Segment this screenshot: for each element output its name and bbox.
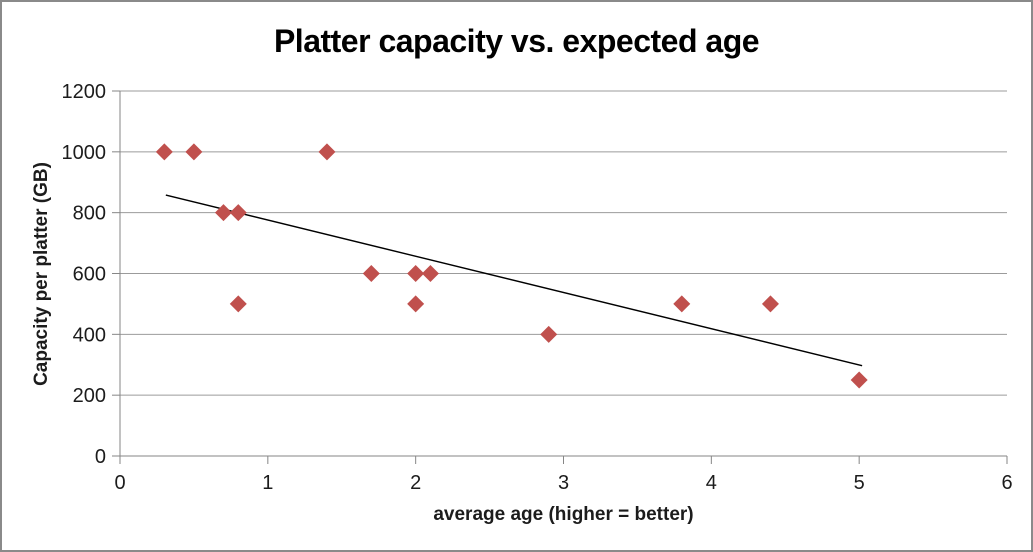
x-tick-label: 3 xyxy=(558,472,569,494)
x-tick-label: 0 xyxy=(114,472,125,494)
data-point-marker xyxy=(362,265,380,282)
y-tick-label: 1000 xyxy=(62,142,107,164)
data-point-marker xyxy=(229,204,247,222)
data-point-marker xyxy=(214,204,232,222)
data-point-marker xyxy=(407,295,425,313)
data-point-marker xyxy=(407,265,425,282)
y-tick-label: 400 xyxy=(73,324,106,346)
x-tick-label: 4 xyxy=(706,472,717,494)
data-point-marker xyxy=(850,371,868,389)
data-point-marker xyxy=(421,265,439,282)
x-tick-label: 6 xyxy=(1001,472,1012,494)
y-tick-label: 1200 xyxy=(62,81,107,103)
x-tick-label: 1 xyxy=(262,472,273,494)
trendline xyxy=(165,194,863,367)
data-point-marker xyxy=(761,295,779,313)
x-axis-title: average age (higher = better) xyxy=(433,504,694,525)
chart-title: Platter capacity vs. expected age xyxy=(273,23,760,59)
y-tick-label: 600 xyxy=(73,264,106,286)
data-point-marker xyxy=(229,295,247,313)
x-tick-label: 5 xyxy=(854,472,865,494)
data-point-marker xyxy=(318,143,336,161)
y-tick-label: 800 xyxy=(73,203,106,225)
data-point-marker xyxy=(540,325,558,343)
data-point-marker xyxy=(155,143,173,161)
y-tick-label: 0 xyxy=(95,446,106,468)
y-tick-label: 200 xyxy=(73,385,106,407)
x-tick-label: 2 xyxy=(410,472,421,494)
data-point-marker xyxy=(673,295,691,313)
data-point-marker xyxy=(185,143,203,161)
y-axis-title: Capacity per platter (GB) xyxy=(31,162,52,386)
